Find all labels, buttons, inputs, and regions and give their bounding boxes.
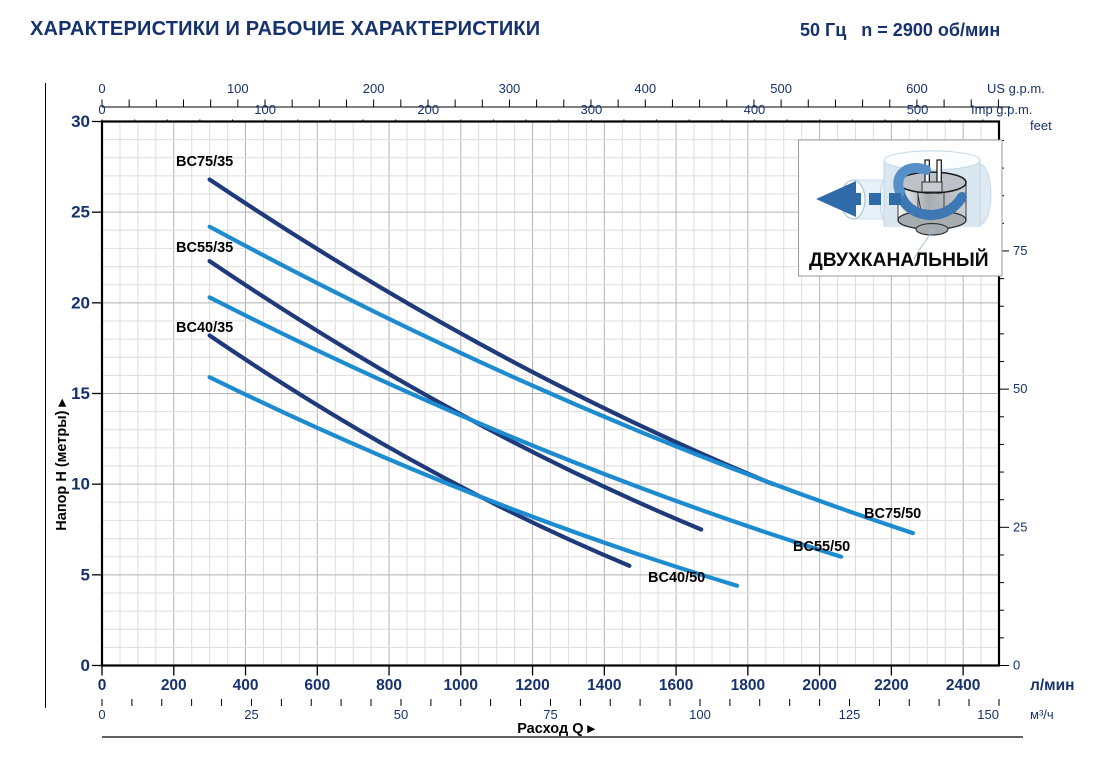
svg-text:0: 0 [98,677,107,694]
svg-text:10: 10 [71,475,90,494]
svg-text:100: 100 [227,81,249,96]
svg-text:50: 50 [1013,381,1027,396]
svg-text:600: 600 [304,677,330,694]
svg-text:BC75/35: BC75/35 [176,154,233,170]
svg-text:5: 5 [81,565,90,584]
svg-text:75: 75 [543,707,557,722]
svg-text:400: 400 [744,102,766,117]
svg-text:300: 300 [499,81,521,96]
svg-text:200: 200 [161,677,187,694]
svg-text:BC55/35: BC55/35 [176,240,233,256]
svg-text:0: 0 [81,656,90,675]
svg-text:150: 150 [977,707,999,722]
svg-text:Расход Q ▸: Расход Q ▸ [517,721,596,737]
svg-text:US g.p.m.: US g.p.m. [987,81,1045,96]
svg-text:2400: 2400 [946,677,980,694]
svg-text:600: 600 [906,81,928,96]
svg-text:125: 125 [839,707,861,722]
svg-text:50: 50 [394,707,408,722]
svg-text:800: 800 [376,677,402,694]
svg-text:200: 200 [417,102,439,117]
svg-text:0: 0 [1013,658,1020,673]
svg-text:BC40/35: BC40/35 [176,320,233,336]
svg-text:1600: 1600 [659,677,693,694]
svg-text:500: 500 [907,102,929,117]
svg-text:100: 100 [254,102,276,117]
svg-text:1800: 1800 [731,677,765,694]
svg-text:25: 25 [1013,519,1027,534]
svg-text:25: 25 [244,707,258,722]
svg-text:0: 0 [98,707,105,722]
svg-text:BC40/50: BC40/50 [648,570,705,586]
svg-text:BC55/50: BC55/50 [793,539,850,555]
svg-text:15: 15 [71,384,90,403]
svg-text:400: 400 [634,81,656,96]
svg-text:100: 100 [689,707,711,722]
svg-text:feet: feet [1030,118,1052,133]
svg-text:Imp g.p.m.: Imp g.p.m. [971,102,1032,117]
svg-text:0: 0 [98,81,105,96]
svg-text:2000: 2000 [802,677,836,694]
svg-text:400: 400 [233,677,259,694]
svg-text:ДВУХКАНАЛЬНЫЙ: ДВУХКАНАЛЬНЫЙ [809,247,989,271]
svg-text:500: 500 [770,81,792,96]
svg-text:м³/ч: м³/ч [1030,707,1054,722]
svg-text:л/мин: л/мин [1030,677,1075,694]
svg-text:Напор H (метры) ▸: Напор H (метры) ▸ [54,398,70,531]
svg-text:20: 20 [71,293,90,312]
svg-text:BC75/50: BC75/50 [864,506,921,522]
svg-text:30: 30 [71,112,90,131]
svg-text:200: 200 [363,81,385,96]
svg-text:1400: 1400 [587,677,621,694]
svg-text:1200: 1200 [515,677,549,694]
svg-text:0: 0 [98,102,105,117]
svg-text:1000: 1000 [444,677,478,694]
svg-text:75: 75 [1013,243,1027,258]
svg-text:2200: 2200 [874,677,908,694]
svg-text:25: 25 [71,203,90,222]
svg-text:300: 300 [580,102,602,117]
